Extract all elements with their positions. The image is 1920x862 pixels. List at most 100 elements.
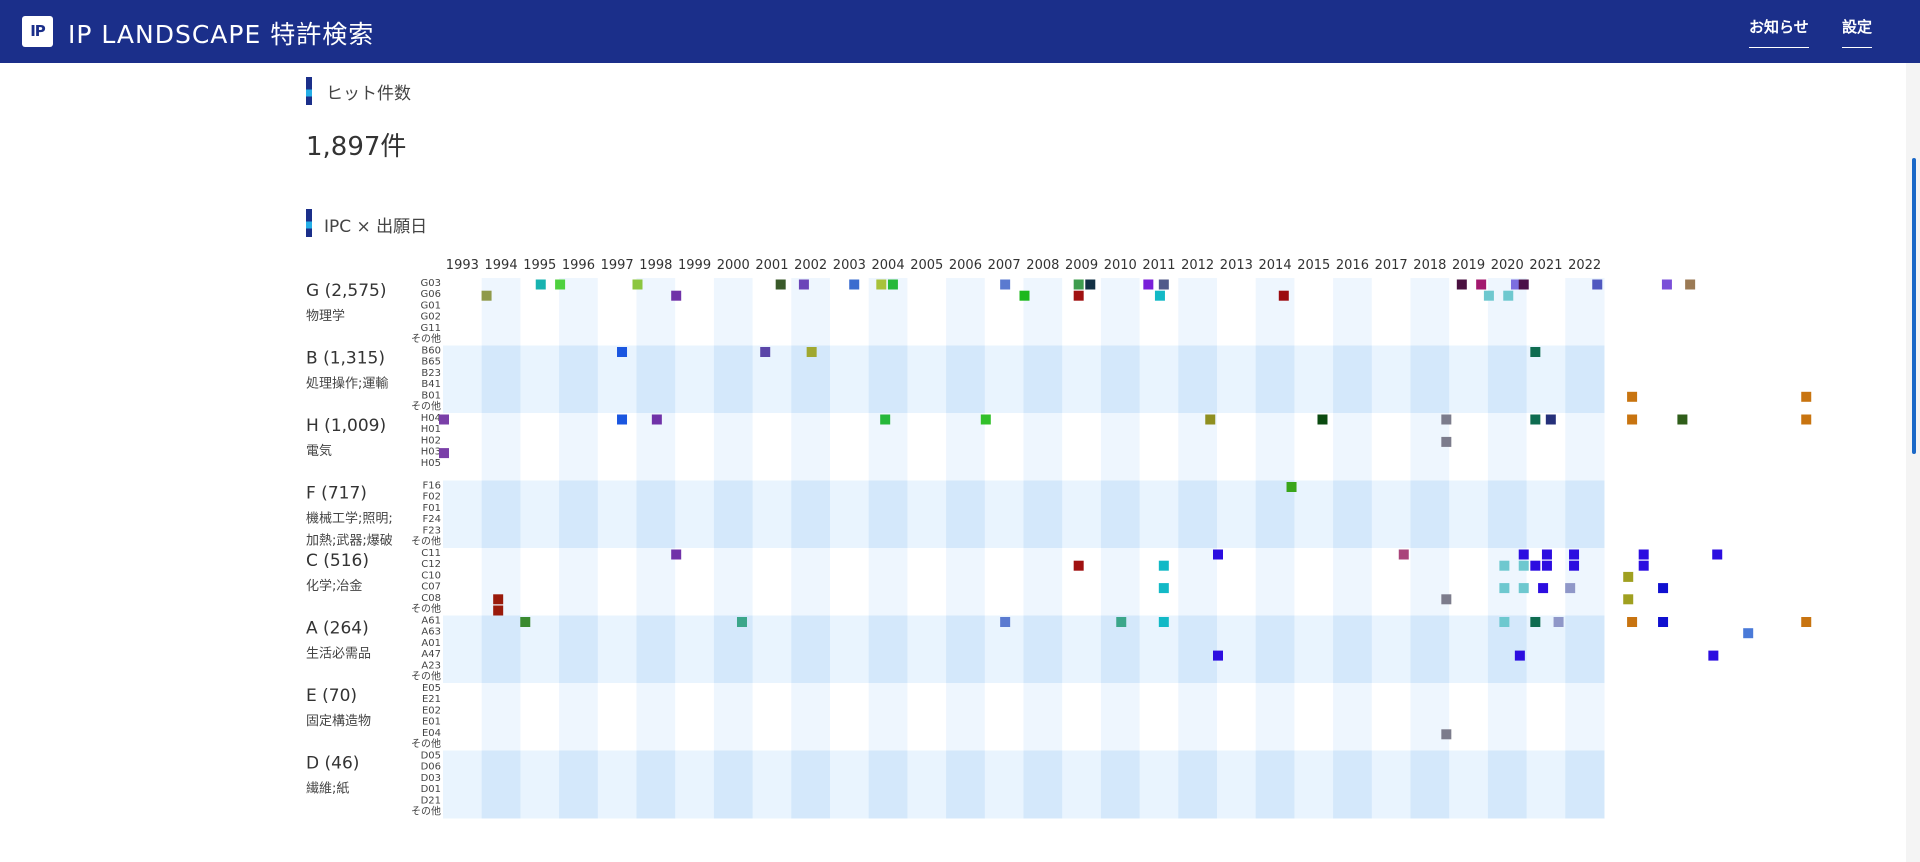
nav-settings-link[interactable]: 設定 bbox=[1842, 16, 1873, 48]
matrix-data-cell[interactable] bbox=[439, 448, 449, 459]
matrix-data-cell[interactable] bbox=[1085, 279, 1096, 290]
matrix-data-cell[interactable] bbox=[887, 279, 898, 290]
matrix-data-cell[interactable] bbox=[1205, 414, 1216, 425]
matrix-data-cell[interactable] bbox=[806, 347, 817, 357]
section-code-label[interactable]: A (264) bbox=[306, 619, 369, 639]
matrix-data-cell[interactable] bbox=[1541, 560, 1552, 571]
matrix-data-cell[interactable] bbox=[1623, 594, 1634, 605]
matrix-data-cell[interactable] bbox=[1518, 560, 1529, 571]
matrix-data-cell[interactable] bbox=[439, 414, 449, 425]
matrix-data-cell[interactable] bbox=[1569, 560, 1580, 571]
matrix-data-cell[interactable] bbox=[671, 290, 682, 301]
matrix-data-cell[interactable] bbox=[1286, 482, 1297, 492]
matrix-data-cell[interactable] bbox=[1213, 549, 1223, 560]
matrix-data-cell[interactable] bbox=[1677, 414, 1688, 425]
matrix-data-cell[interactable] bbox=[1592, 279, 1603, 290]
matrix-data-cell[interactable] bbox=[1530, 414, 1541, 425]
section-code-label[interactable]: H (1,009) bbox=[306, 416, 386, 436]
matrix-data-cell[interactable] bbox=[1518, 549, 1529, 560]
matrix-data-cell[interactable] bbox=[1661, 279, 1672, 290]
matrix-data-cell[interactable] bbox=[1538, 583, 1549, 594]
matrix-data-cell[interactable] bbox=[1158, 279, 1169, 290]
section-code-label[interactable]: G (2,575) bbox=[306, 281, 387, 301]
matrix-data-cell[interactable] bbox=[1398, 549, 1409, 560]
matrix-data-cell[interactable] bbox=[1000, 617, 1011, 627]
matrix-data-cell[interactable] bbox=[1545, 414, 1556, 425]
matrix-data-cell[interactable] bbox=[1073, 560, 1084, 571]
matrix-data-cell[interactable] bbox=[1801, 391, 1812, 402]
matrix-data-cell[interactable] bbox=[775, 279, 786, 290]
matrix-data-cell[interactable] bbox=[1801, 617, 1812, 627]
matrix-data-cell[interactable] bbox=[1441, 594, 1452, 605]
matrix-data-cell[interactable] bbox=[1499, 560, 1510, 571]
matrix-data-cell[interactable] bbox=[1019, 290, 1030, 301]
matrix-data-cell[interactable] bbox=[1638, 549, 1649, 560]
nav-news-link[interactable]: お知らせ bbox=[1749, 16, 1809, 48]
matrix-data-cell[interactable] bbox=[876, 279, 887, 290]
matrix-data-cell[interactable] bbox=[481, 290, 492, 301]
matrix-data-cell[interactable] bbox=[1213, 650, 1223, 661]
app-title[interactable]: IP LANDSCAPE 特許検索 bbox=[68, 20, 375, 49]
matrix-data-cell[interactable] bbox=[520, 617, 531, 627]
matrix-data-cell[interactable] bbox=[1441, 436, 1452, 447]
matrix-data-cell[interactable] bbox=[617, 347, 628, 357]
section-code-label[interactable]: C (516) bbox=[306, 551, 369, 571]
matrix-data-cell[interactable] bbox=[1158, 560, 1169, 571]
matrix-data-cell[interactable] bbox=[1154, 290, 1165, 301]
section-code-label[interactable]: D (46) bbox=[306, 754, 359, 774]
matrix-data-cell[interactable] bbox=[555, 279, 566, 290]
matrix-data-cell[interactable] bbox=[1510, 279, 1521, 290]
matrix-data-cell[interactable] bbox=[1278, 290, 1289, 301]
matrix-data-cell[interactable] bbox=[1073, 279, 1084, 290]
matrix-data-cell[interactable] bbox=[1483, 290, 1494, 301]
matrix-data-cell[interactable] bbox=[849, 279, 860, 290]
section-code-label[interactable]: E (70) bbox=[306, 686, 357, 706]
matrix-data-cell[interactable] bbox=[1143, 279, 1154, 290]
matrix-data-cell[interactable] bbox=[1541, 549, 1552, 560]
matrix-data-cell[interactable] bbox=[1317, 414, 1328, 425]
matrix-data-cell[interactable] bbox=[1685, 279, 1696, 290]
app-logo[interactable]: IP bbox=[22, 16, 53, 47]
matrix-data-cell[interactable] bbox=[1000, 279, 1011, 290]
matrix-data-cell[interactable] bbox=[671, 549, 682, 560]
matrix-data-cell[interactable] bbox=[1499, 583, 1510, 594]
matrix-data-cell[interactable] bbox=[651, 414, 662, 425]
matrix-data-cell[interactable] bbox=[736, 617, 747, 627]
matrix-data-cell[interactable] bbox=[1530, 617, 1541, 627]
matrix-data-cell[interactable] bbox=[1627, 391, 1638, 402]
matrix-data-cell[interactable] bbox=[1623, 571, 1634, 582]
matrix-data-cell[interactable] bbox=[980, 414, 991, 425]
matrix-data-cell[interactable] bbox=[1627, 414, 1638, 425]
matrix-data-cell[interactable] bbox=[1569, 549, 1580, 560]
page-scrollbar[interactable] bbox=[1906, 63, 1920, 862]
matrix-data-cell[interactable] bbox=[1801, 414, 1812, 425]
matrix-data-cell[interactable] bbox=[493, 605, 504, 616]
matrix-data-cell[interactable] bbox=[1073, 290, 1084, 301]
matrix-data-cell[interactable] bbox=[1456, 279, 1467, 290]
matrix-data-cell[interactable] bbox=[880, 414, 891, 425]
matrix-data-cell[interactable] bbox=[493, 594, 504, 605]
matrix-data-cell[interactable] bbox=[1712, 549, 1723, 560]
matrix-data-cell[interactable] bbox=[1627, 617, 1638, 627]
matrix-data-cell[interactable] bbox=[1476, 279, 1487, 290]
matrix-data-cell[interactable] bbox=[1743, 628, 1754, 639]
matrix-data-cell[interactable] bbox=[1158, 583, 1169, 594]
matrix-data-cell[interactable] bbox=[1518, 279, 1529, 290]
matrix-data-cell[interactable] bbox=[1530, 347, 1541, 357]
matrix-data-cell[interactable] bbox=[1441, 414, 1452, 425]
matrix-data-cell[interactable] bbox=[1116, 617, 1127, 627]
matrix-data-cell[interactable] bbox=[1499, 617, 1510, 627]
matrix-data-cell[interactable] bbox=[798, 279, 809, 290]
matrix-data-cell[interactable] bbox=[535, 279, 546, 290]
matrix-data-cell[interactable] bbox=[1708, 650, 1719, 661]
section-code-label[interactable]: F (717) bbox=[306, 484, 367, 504]
matrix-data-cell[interactable] bbox=[1441, 729, 1452, 740]
matrix-data-cell[interactable] bbox=[1658, 583, 1669, 594]
matrix-data-cell[interactable] bbox=[1553, 617, 1564, 627]
matrix-data-cell[interactable] bbox=[1518, 583, 1529, 594]
section-code-label[interactable]: B (1,315) bbox=[306, 349, 385, 369]
matrix-data-cell[interactable] bbox=[1638, 560, 1649, 571]
matrix-data-cell[interactable] bbox=[760, 347, 771, 357]
matrix-data-cell[interactable] bbox=[632, 279, 643, 290]
matrix-data-cell[interactable] bbox=[617, 414, 628, 425]
